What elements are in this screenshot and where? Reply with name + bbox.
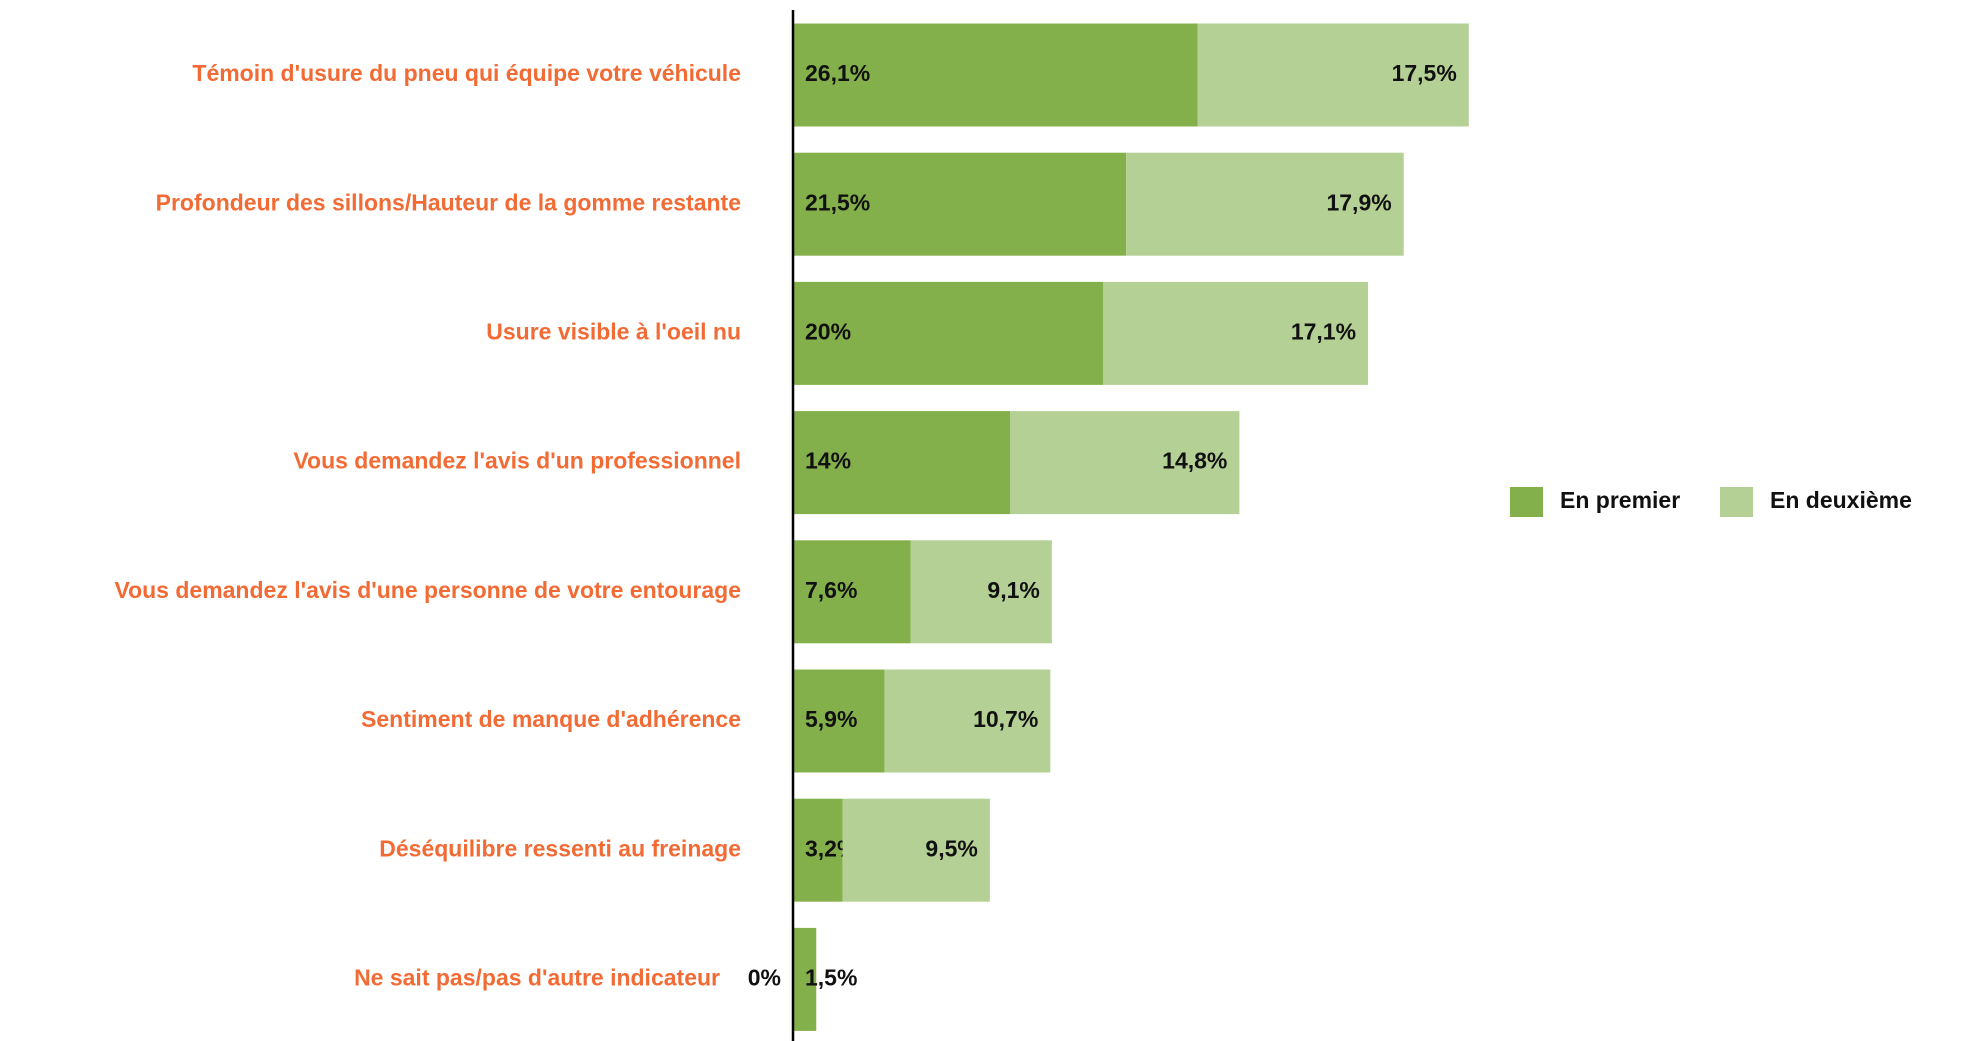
category-label: Ne sait pas/pas d'autre indicateur: [354, 964, 720, 990]
value-label: 5,9%: [805, 706, 857, 732]
bar-segment: [793, 152, 1127, 256]
value-label: 0%: [748, 964, 781, 990]
bar-segment: [793, 798, 843, 902]
bar-segment: [793, 281, 1103, 385]
bar-segment: [793, 540, 911, 644]
bar-segment: [793, 927, 817, 1031]
value-label: 17,9%: [1326, 189, 1391, 215]
value-label: 26,1%: [805, 60, 870, 86]
bar-segment: [1103, 281, 1369, 385]
value-label: 9,5%: [925, 835, 977, 861]
bar-segment: [1010, 411, 1240, 515]
bar-segment: [793, 669, 885, 773]
category-label: Sentiment de manque d'adhérence: [361, 706, 741, 732]
category-label: Déséquilibre ressenti au freinage: [379, 835, 741, 861]
legend-swatch: [1510, 487, 1543, 517]
bar-segment: [884, 669, 1051, 773]
legend-label: En premier: [1560, 487, 1680, 513]
category-label: Vous demandez l'avis d'un professionnel: [293, 448, 741, 474]
legend-swatch: [1720, 487, 1753, 517]
category-label: Vous demandez l'avis d'une personne de v…: [114, 577, 741, 603]
value-label: 1,5%: [805, 964, 857, 990]
category-label: Profondeur des sillons/Hauteur de la gom…: [156, 189, 741, 215]
value-label: 10,7%: [973, 706, 1038, 732]
value-label: 17,5%: [1392, 60, 1457, 86]
bar-segment: [910, 540, 1052, 644]
value-label: 7,6%: [805, 577, 857, 603]
bar-segment: [1126, 152, 1404, 256]
legend-label: En deuxième: [1770, 487, 1912, 513]
value-label: 17,1%: [1291, 318, 1356, 344]
value-label: 9,1%: [987, 577, 1039, 603]
value-label: 20%: [805, 318, 851, 344]
category-label: Usure visible à l'oeil nu: [486, 318, 741, 344]
category-label: Témoin d'usure du pneu qui équipe votre …: [192, 60, 741, 86]
bar-segment: [842, 798, 990, 902]
bar-segment: [793, 23, 1198, 127]
value-label: 21,5%: [805, 189, 870, 215]
bar-segment: [1197, 23, 1469, 127]
bar-segment: [793, 411, 1010, 515]
value-label: 14%: [805, 448, 851, 474]
value-label: 14,8%: [1162, 448, 1227, 474]
